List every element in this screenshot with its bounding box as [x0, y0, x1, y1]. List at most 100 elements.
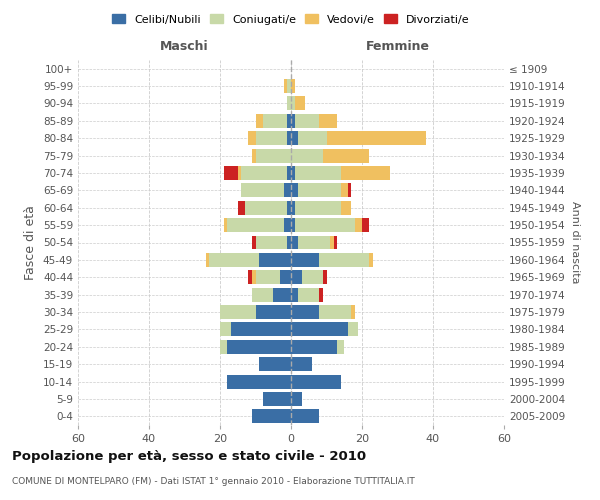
Bar — [323, 270, 326, 284]
Bar — [245, 201, 287, 214]
Bar — [252, 410, 291, 424]
Bar — [241, 166, 287, 180]
Bar — [287, 132, 291, 145]
Bar — [248, 270, 252, 284]
Bar — [273, 288, 291, 302]
Bar — [287, 79, 291, 93]
Bar — [248, 132, 256, 145]
Bar — [256, 132, 287, 145]
Bar — [291, 166, 295, 180]
Bar — [256, 148, 291, 162]
Bar — [291, 305, 319, 319]
Bar — [319, 288, 323, 302]
Bar — [256, 236, 287, 250]
Bar — [256, 114, 263, 128]
Bar — [284, 184, 291, 198]
Bar — [259, 253, 291, 267]
Bar — [291, 253, 319, 267]
Bar — [284, 79, 287, 93]
Bar — [302, 270, 323, 284]
Bar — [341, 166, 391, 180]
Bar — [220, 322, 230, 336]
Bar — [291, 201, 295, 214]
Bar — [230, 322, 291, 336]
Text: Maschi: Maschi — [160, 40, 209, 53]
Bar — [330, 236, 334, 250]
Bar — [291, 340, 337, 353]
Bar — [295, 166, 341, 180]
Bar — [319, 253, 369, 267]
Bar — [224, 166, 238, 180]
Bar — [252, 288, 273, 302]
Bar — [341, 201, 352, 214]
Text: Femmine: Femmine — [365, 40, 430, 53]
Y-axis label: Anni di nascita: Anni di nascita — [569, 201, 580, 284]
Bar — [256, 270, 280, 284]
Bar — [206, 253, 209, 267]
Bar — [334, 236, 337, 250]
Bar — [287, 114, 291, 128]
Bar — [224, 218, 227, 232]
Bar — [287, 201, 291, 214]
Bar — [280, 270, 291, 284]
Bar — [263, 392, 291, 406]
Bar — [295, 201, 341, 214]
Bar — [341, 184, 348, 198]
Legend: Celibi/Nubili, Coniugati/e, Vedovi/e, Divorziati/e: Celibi/Nubili, Coniugati/e, Vedovi/e, Di… — [109, 11, 473, 28]
Bar — [291, 96, 295, 110]
Bar — [284, 218, 291, 232]
Bar — [227, 374, 291, 388]
Bar — [227, 218, 284, 232]
Bar — [369, 253, 373, 267]
Bar — [291, 392, 302, 406]
Bar — [259, 357, 291, 371]
Bar — [287, 96, 291, 110]
Bar — [220, 305, 256, 319]
Bar — [241, 184, 284, 198]
Bar — [238, 166, 241, 180]
Bar — [220, 340, 227, 353]
Bar — [287, 236, 291, 250]
Bar — [209, 253, 259, 267]
Bar — [252, 236, 256, 250]
Bar — [319, 305, 352, 319]
Bar — [287, 166, 291, 180]
Bar — [291, 374, 341, 388]
Bar — [256, 305, 291, 319]
Bar — [298, 132, 326, 145]
Text: Popolazione per età, sesso e stato civile - 2010: Popolazione per età, sesso e stato civil… — [12, 450, 366, 463]
Bar — [291, 410, 319, 424]
Bar — [291, 288, 298, 302]
Bar — [291, 357, 313, 371]
Bar — [238, 201, 245, 214]
Bar — [295, 114, 319, 128]
Bar — [298, 288, 319, 302]
Bar — [291, 236, 298, 250]
Bar — [348, 184, 352, 198]
Y-axis label: Fasce di età: Fasce di età — [25, 205, 37, 280]
Bar — [291, 322, 348, 336]
Bar — [291, 79, 295, 93]
Bar — [291, 270, 302, 284]
Bar — [252, 148, 256, 162]
Bar — [326, 132, 426, 145]
Bar — [291, 184, 298, 198]
Bar — [355, 218, 362, 232]
Bar — [291, 218, 295, 232]
Bar — [323, 148, 369, 162]
Bar — [252, 270, 256, 284]
Bar — [319, 114, 337, 128]
Bar — [352, 305, 355, 319]
Bar — [295, 96, 305, 110]
Bar — [291, 132, 298, 145]
Bar — [298, 236, 330, 250]
Bar — [362, 218, 369, 232]
Bar — [295, 218, 355, 232]
Bar — [227, 340, 291, 353]
Bar — [263, 114, 287, 128]
Bar — [291, 148, 323, 162]
Bar — [291, 114, 295, 128]
Bar — [337, 340, 344, 353]
Bar — [348, 322, 358, 336]
Bar — [298, 184, 341, 198]
